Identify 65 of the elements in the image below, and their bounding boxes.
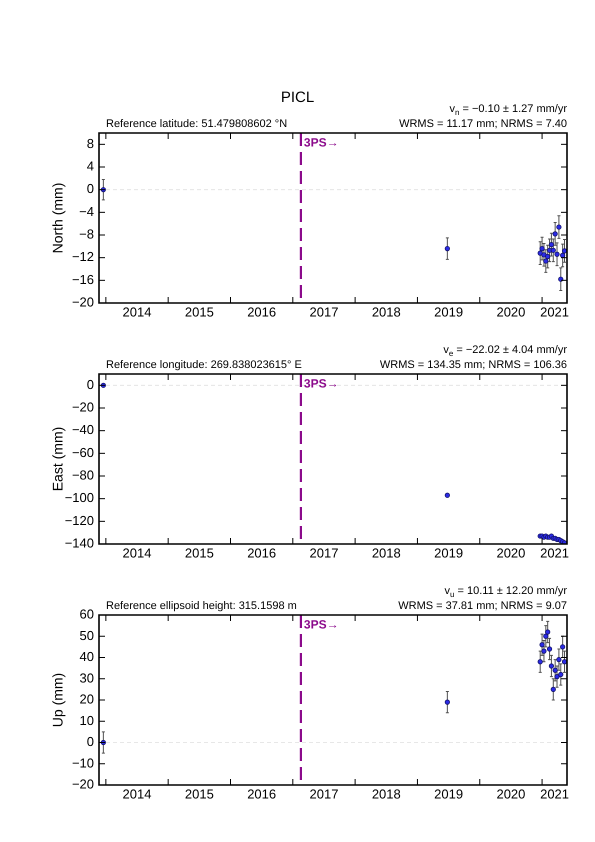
text: WRMS = 11.17 mm; NRMS = 7.40 bbox=[399, 118, 567, 131]
x-tick-label: 2021 bbox=[540, 786, 569, 802]
text: WRMS = 37.81 mm; NRMS = 9.07 bbox=[398, 600, 567, 613]
chart-subtitle: Reference latitude: 51.479808602 °N bbox=[106, 118, 288, 131]
x-tick-label: 2014 bbox=[122, 786, 152, 802]
y-tick-label: −100 bbox=[64, 490, 94, 506]
y-tick-label: 40 bbox=[80, 649, 94, 664]
x-tick-label: 2019 bbox=[434, 545, 464, 560]
y-tick-label: −20 bbox=[72, 776, 94, 792]
chart-subtitle: Reference longitude: 269.838023615° E bbox=[106, 359, 302, 372]
y-axis-title: North (mm) bbox=[49, 182, 66, 254]
x-tick-label: 2021 bbox=[540, 545, 569, 560]
y-axis-title: Up (mm) bbox=[49, 672, 66, 728]
x-tick-label: 2020 bbox=[496, 786, 526, 802]
text: WRMS = 134.35 mm; NRMS = 106.36 bbox=[380, 359, 567, 372]
x-tick-label: 2015 bbox=[184, 786, 214, 802]
x-tick-label: 2018 bbox=[372, 786, 401, 802]
ref-line-label: 3PS→ bbox=[304, 376, 339, 390]
y-tick-label: −12 bbox=[72, 249, 94, 264]
ref-line-label: 3PS→ bbox=[304, 617, 339, 632]
x-tick-label: 2018 bbox=[372, 545, 401, 560]
y-tick-label: 8 bbox=[86, 136, 94, 151]
x-tick-label: 2019 bbox=[434, 304, 464, 320]
x-tick-label: 2016 bbox=[247, 545, 276, 560]
x-tick-label: 2020 bbox=[496, 304, 526, 320]
y-tick-label: −20 bbox=[72, 400, 94, 415]
y-tick-label: 30 bbox=[80, 670, 94, 686]
x-tick-label: 2021 bbox=[540, 304, 569, 320]
chart-title: PICL bbox=[280, 89, 314, 106]
y-tick-label: −20 bbox=[72, 294, 94, 310]
y-tick-label: 20 bbox=[80, 692, 94, 707]
y-tick-label: 0 bbox=[86, 376, 94, 392]
y-tick-label: −120 bbox=[64, 512, 94, 528]
y-tick-label: −40 bbox=[72, 422, 94, 438]
ref-line-label: 3PS→ bbox=[304, 135, 339, 150]
x-tick-label: 2014 bbox=[122, 545, 152, 560]
y-tick-label: −60 bbox=[72, 444, 94, 460]
text: v$_{n}$ = −0.10 ± 1.27 mm/yr bbox=[450, 103, 567, 118]
x-tick-label: 2018 bbox=[372, 304, 401, 320]
x-tick-label: 2016 bbox=[247, 304, 276, 320]
y-axis-title: East (mm) bbox=[49, 426, 66, 492]
y-tick-label: 10 bbox=[80, 712, 94, 728]
y-tick-label: −140 bbox=[64, 536, 94, 551]
y-tick-label: 60 bbox=[80, 606, 94, 622]
y-tick-label: 4 bbox=[86, 158, 94, 174]
y-tick-label: −8 bbox=[79, 226, 94, 242]
y-tick-label: −80 bbox=[72, 468, 94, 483]
text: v$_{u}$ = 10.11 ± 12.20 mm/yr bbox=[444, 585, 567, 600]
x-tick-label: 2015 bbox=[184, 304, 214, 320]
y-tick-label: 0 bbox=[86, 734, 94, 750]
x-tick-label: 2017 bbox=[310, 545, 338, 560]
y-tick-label: −16 bbox=[72, 272, 94, 287]
text: v$_{e}$ = −22.02 ± 4.04 mm/yr bbox=[443, 344, 567, 358]
y-tick-label: 0 bbox=[86, 181, 94, 196]
x-tick-label: 2017 bbox=[310, 304, 338, 320]
x-tick-label: 2014 bbox=[122, 304, 152, 320]
x-tick-label: 2019 bbox=[434, 786, 464, 802]
x-tick-label: 2015 bbox=[184, 545, 214, 560]
x-tick-label: 2016 bbox=[247, 786, 276, 802]
x-tick-label: 2017 bbox=[310, 786, 338, 802]
y-tick-label: −10 bbox=[72, 755, 94, 770]
chart-subtitle: Reference ellipsoid height: 315.1598 m bbox=[106, 600, 297, 613]
y-tick-label: −4 bbox=[79, 204, 94, 219]
y-tick-label: 50 bbox=[80, 628, 94, 643]
x-tick-label: 2020 bbox=[496, 545, 526, 560]
